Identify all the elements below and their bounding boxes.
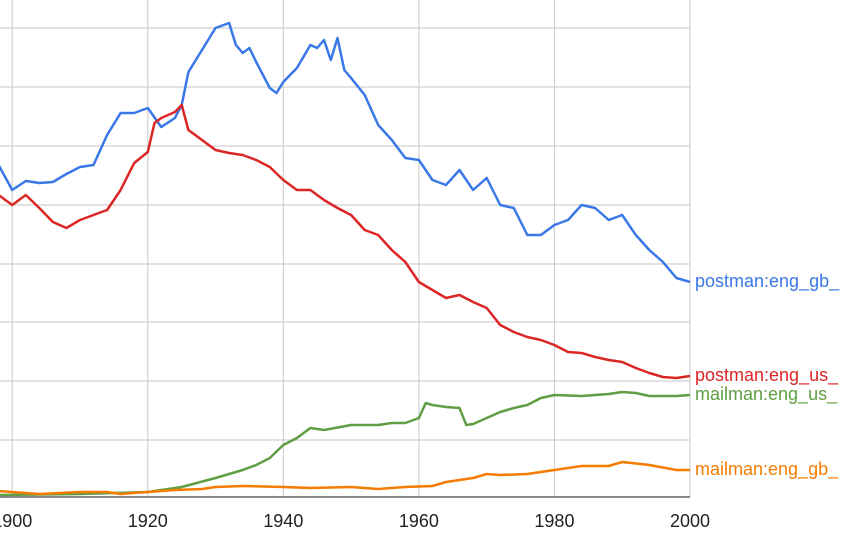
series-label: mailman:eng_us_ bbox=[695, 384, 838, 405]
x-tick-label: 1940 bbox=[263, 511, 303, 531]
series-label: postman:eng_gb_ bbox=[695, 271, 840, 292]
x-tick-label: 1920 bbox=[128, 511, 168, 531]
series-label: postman:eng_us_ bbox=[695, 365, 839, 386]
x-tick-label: 1980 bbox=[534, 511, 574, 531]
x-tick-label: 1900 bbox=[0, 511, 32, 531]
series-line bbox=[0, 103, 691, 380]
series-label: mailman:eng_gb_ bbox=[695, 459, 839, 480]
x-tick-label: 1960 bbox=[399, 511, 439, 531]
x-tick-label: 2000 bbox=[670, 511, 710, 531]
series-line bbox=[0, 21, 691, 284]
series-line bbox=[0, 460, 690, 496]
series-line bbox=[0, 390, 691, 497]
